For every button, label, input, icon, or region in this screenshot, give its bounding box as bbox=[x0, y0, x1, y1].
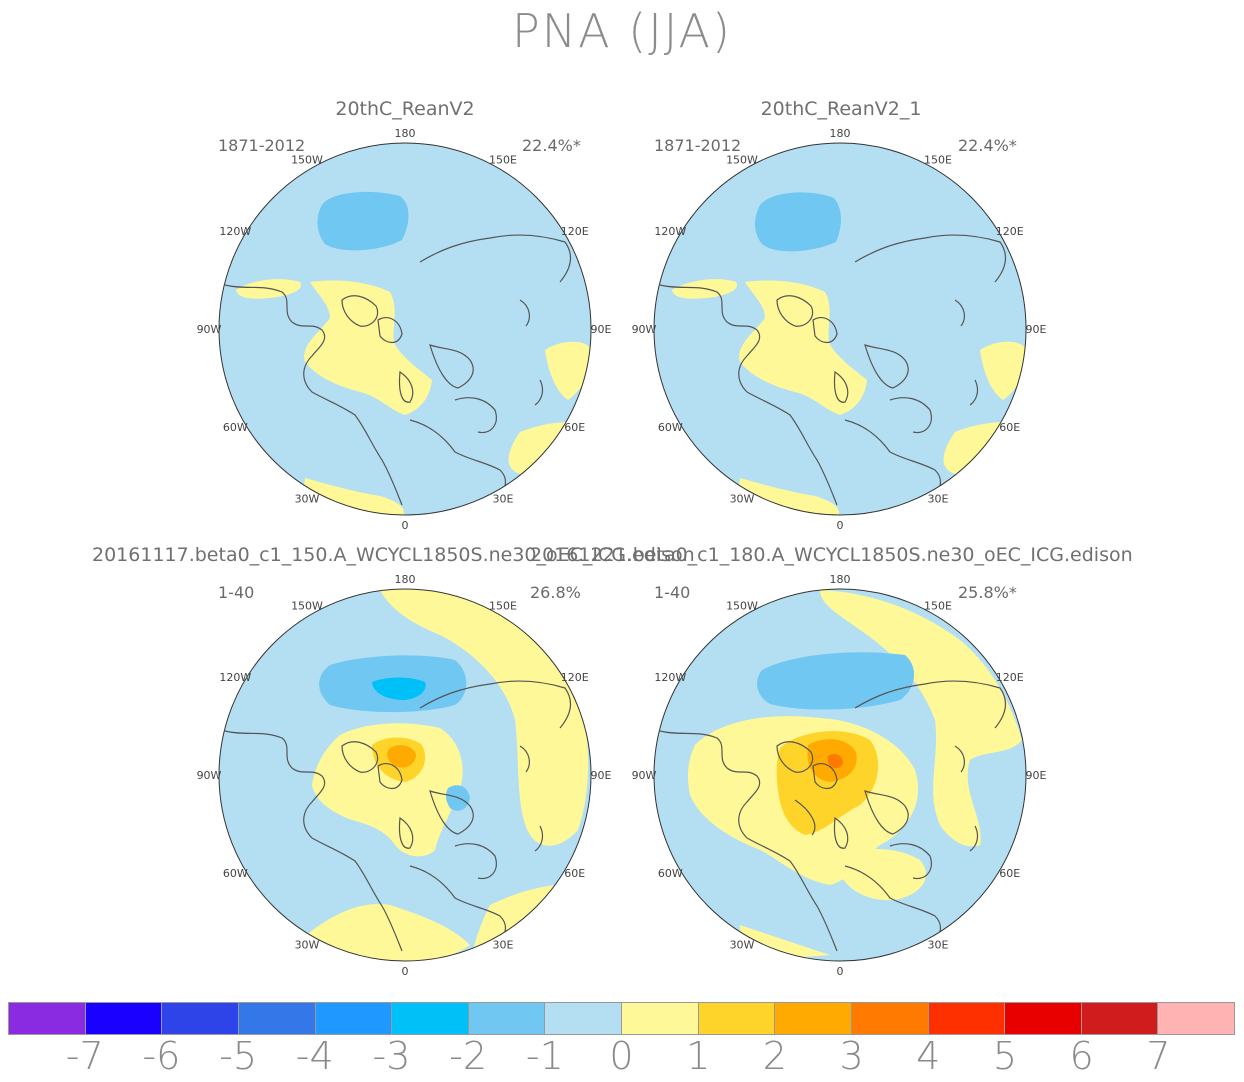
lon-label-1-6: 0 bbox=[402, 519, 409, 532]
lon-label-4-7: 30W bbox=[730, 939, 755, 952]
lon-label-4-1: 150E bbox=[924, 599, 952, 612]
lon-label-2-5: 30E bbox=[928, 493, 949, 506]
lon-label-2-1: 150E bbox=[924, 153, 952, 166]
polar-map-3 bbox=[218, 588, 592, 962]
lon-label-2-8: 60W bbox=[658, 421, 683, 434]
lon-label-3-9: 90W bbox=[197, 769, 222, 782]
lon-label-3-2: 120E bbox=[561, 671, 589, 684]
colorbar-swatch bbox=[237, 1003, 315, 1034]
colorbar-tick-label: 6 bbox=[1069, 1034, 1094, 1078]
lon-label-4-2: 120E bbox=[996, 671, 1024, 684]
lon-label-1-5: 30E bbox=[493, 493, 514, 506]
colorbar-tick-label: -4 bbox=[295, 1034, 334, 1078]
lon-label-2-9: 90W bbox=[632, 323, 657, 336]
period-label-1: 1871-2012 bbox=[218, 136, 306, 155]
lon-label-2-2: 120E bbox=[996, 225, 1024, 238]
colorbar-tick-label: -2 bbox=[449, 1034, 488, 1078]
lon-label-1-2: 120E bbox=[561, 225, 589, 238]
lon-label-2-0: 180 bbox=[830, 127, 851, 140]
colorbar-swatch bbox=[1157, 1003, 1234, 1034]
lon-label-3-6: 0 bbox=[402, 965, 409, 978]
lon-label-4-6: 0 bbox=[837, 965, 844, 978]
colorbar-tick-label: 7 bbox=[1146, 1034, 1171, 1078]
colorbar-swatch bbox=[850, 1003, 928, 1034]
colorbar-tick-label: -6 bbox=[142, 1034, 181, 1078]
period-label-3: 1-40 bbox=[218, 583, 255, 602]
lon-label-4-9: 90W bbox=[632, 769, 657, 782]
lon-label-3-8: 60W bbox=[223, 867, 248, 880]
colorbar-tick-label: 4 bbox=[916, 1034, 941, 1078]
variance-label-1: 22.4%* bbox=[522, 136, 581, 155]
lon-label-4-8: 60W bbox=[658, 867, 683, 880]
lon-label-2-7: 30W bbox=[730, 493, 755, 506]
polar-map-2 bbox=[653, 142, 1027, 516]
lon-label-1-7: 30W bbox=[295, 493, 320, 506]
main-title: PNA (JJA) bbox=[512, 4, 732, 58]
variance-label-3: 26.8% bbox=[530, 583, 581, 602]
polar-map-4 bbox=[653, 588, 1027, 962]
lon-label-1-11: 150W bbox=[291, 153, 323, 166]
colorbar-swatch bbox=[697, 1003, 775, 1034]
colorbar-tick-label: -7 bbox=[65, 1034, 104, 1078]
colorbar-swatch bbox=[161, 1003, 238, 1034]
colorbar bbox=[8, 1002, 1235, 1035]
panel-title-3: 20161117.beta0_c1_150.A_WCYCL1850S.ne30_… bbox=[92, 544, 695, 566]
lon-label-4-3: 90E bbox=[1026, 769, 1047, 782]
colorbar-tick-label: 1 bbox=[686, 1034, 711, 1078]
lon-label-4-5: 30E bbox=[928, 939, 949, 952]
colorbar-swatch bbox=[927, 1003, 1005, 1034]
lon-label-1-8: 60W bbox=[223, 421, 248, 434]
lon-label-1-9: 90W bbox=[197, 323, 222, 336]
panel-title-2: 20thC_ReanV2_1 bbox=[760, 98, 922, 120]
colorbar-tick-label: -3 bbox=[372, 1034, 411, 1078]
lon-label-1-1: 150E bbox=[489, 153, 517, 166]
lon-label-1-0: 180 bbox=[395, 127, 416, 140]
lon-label-1-4: 60E bbox=[564, 421, 585, 434]
variance-label-4: 25.8%* bbox=[958, 583, 1017, 602]
lon-label-2-3: 90E bbox=[1026, 323, 1047, 336]
polar-map-1 bbox=[218, 142, 592, 516]
colorbar-swatch bbox=[1004, 1003, 1081, 1034]
colorbar-tick-label: -1 bbox=[525, 1034, 564, 1078]
colorbar-swatch bbox=[84, 1003, 162, 1034]
colorbar-swatch bbox=[1080, 1003, 1158, 1034]
panel-title-4: 20161221.beta0_c1_180.A_WCYCL1850S.ne30_… bbox=[530, 544, 1133, 566]
longitude-labels: 180150E120E90E60E30E030W60W90W120W150W18… bbox=[197, 127, 1047, 978]
lon-label-1-3: 90E bbox=[591, 323, 612, 336]
lon-label-4-4: 60E bbox=[999, 867, 1020, 880]
colorbar-swatch bbox=[544, 1003, 621, 1034]
panel-title-1: 20thC_ReanV2 bbox=[335, 98, 475, 120]
lon-label-2-10: 120W bbox=[654, 225, 686, 238]
lon-label-3-1: 150E bbox=[489, 599, 517, 612]
colorbar-tick-label: 0 bbox=[609, 1034, 634, 1078]
period-label-2: 1871-2012 bbox=[654, 136, 742, 155]
lon-label-3-7: 30W bbox=[295, 939, 320, 952]
colorbar-tick-label: 2 bbox=[762, 1034, 787, 1078]
lon-label-3-3: 90E bbox=[591, 769, 612, 782]
colorbar-tick-label: 5 bbox=[992, 1034, 1018, 1078]
lon-label-3-10: 120W bbox=[219, 671, 251, 684]
colorbar-swatch bbox=[391, 1003, 468, 1034]
colorbar-swatch bbox=[774, 1003, 851, 1034]
colorbar-tick-label: -5 bbox=[219, 1034, 258, 1078]
colorbar-tick-label: 3 bbox=[839, 1034, 864, 1078]
colorbar-swatch bbox=[467, 1003, 545, 1034]
period-label-4: 1-40 bbox=[654, 583, 691, 602]
lon-label-3-0: 180 bbox=[395, 573, 416, 586]
variance-label-2: 22.4%* bbox=[958, 136, 1017, 155]
lon-label-3-4: 60E bbox=[564, 867, 585, 880]
lon-label-2-6: 0 bbox=[837, 519, 844, 532]
lon-label-4-0: 180 bbox=[830, 573, 851, 586]
lon-label-4-11: 150W bbox=[726, 599, 758, 612]
lon-label-3-5: 30E bbox=[493, 939, 514, 952]
lon-label-1-10: 120W bbox=[219, 225, 251, 238]
lon-label-4-10: 120W bbox=[654, 671, 686, 684]
lon-label-2-11: 150W bbox=[726, 153, 758, 166]
colorbar-swatch bbox=[314, 1003, 392, 1034]
colorbar-swatch bbox=[9, 1003, 85, 1034]
lon-label-3-11: 150W bbox=[291, 599, 323, 612]
colorbar-swatch bbox=[621, 1003, 698, 1034]
lon-label-2-4: 60E bbox=[999, 421, 1020, 434]
